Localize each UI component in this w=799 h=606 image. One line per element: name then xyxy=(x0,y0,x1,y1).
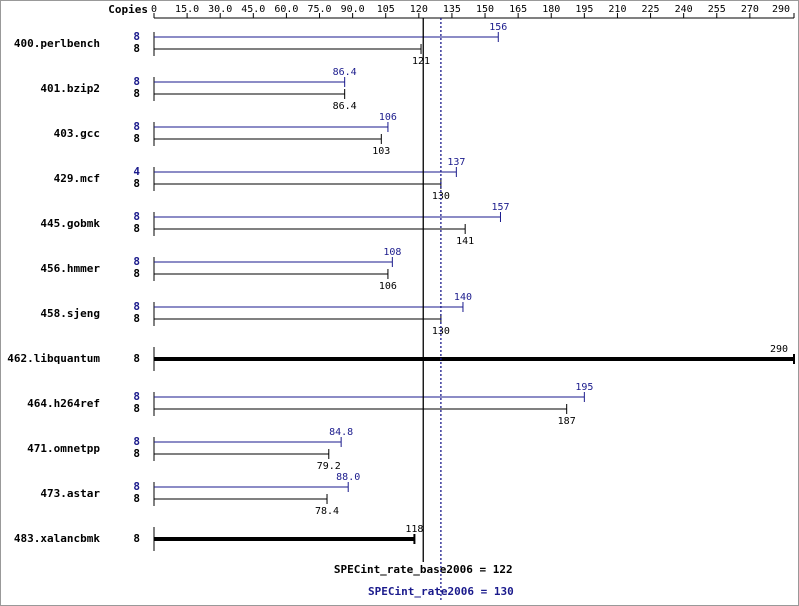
value-label: 86.4 xyxy=(333,67,357,78)
copies-label: 8 xyxy=(133,390,140,403)
copies-label: 8 xyxy=(133,312,140,325)
x-tick-label: 195 xyxy=(575,4,593,15)
value-label: 130 xyxy=(432,191,450,202)
category-label: 445.gobmk xyxy=(40,217,100,230)
value-label: 108 xyxy=(383,247,401,258)
copies-label: 8 xyxy=(133,210,140,223)
x-tick-label: 290 xyxy=(772,4,790,15)
x-tick-label: 120 xyxy=(410,4,428,15)
value-label: 106 xyxy=(379,112,397,123)
copies-label: 8 xyxy=(133,42,140,55)
reference-label: SPECint_rate2006 = 130 xyxy=(368,585,514,598)
x-tick-label: 45.0 xyxy=(241,4,265,15)
x-tick-label: 165 xyxy=(509,4,527,15)
value-label: 156 xyxy=(489,22,507,33)
copies-label: 8 xyxy=(133,492,140,505)
x-tick-label: 30.0 xyxy=(208,4,232,15)
x-tick-label: 0 xyxy=(151,4,157,15)
x-tick-label: 255 xyxy=(708,4,726,15)
copies-label: 8 xyxy=(133,132,140,145)
x-tick-label: 270 xyxy=(741,4,759,15)
value-label: 187 xyxy=(558,416,576,427)
value-label: 103 xyxy=(372,146,390,157)
value-label: 157 xyxy=(491,202,509,213)
value-label: 141 xyxy=(456,236,474,247)
x-tick-label: 75.0 xyxy=(307,4,331,15)
copies-label: 8 xyxy=(133,30,140,43)
copies-label: 8 xyxy=(133,435,140,448)
category-label: 400.perlbench xyxy=(14,37,100,50)
value-label: 79.2 xyxy=(317,461,341,472)
copies-label: 8 xyxy=(133,222,140,235)
x-tick-label: 135 xyxy=(443,4,461,15)
copies-label: 8 xyxy=(133,300,140,313)
copies-label: 8 xyxy=(133,447,140,460)
x-tick-label: 90.0 xyxy=(341,4,365,15)
value-label: 195 xyxy=(575,382,593,393)
x-tick-label: 60.0 xyxy=(274,4,298,15)
axis-label: Copies xyxy=(108,3,148,16)
copies-label: 8 xyxy=(133,75,140,88)
copies-label: 8 xyxy=(133,87,140,100)
value-label: 121 xyxy=(412,56,430,67)
category-label: 456.hmmer xyxy=(40,262,100,275)
category-label: 462.libquantum xyxy=(7,352,100,365)
category-label: 429.mcf xyxy=(54,172,100,185)
value-label: 137 xyxy=(447,157,465,168)
value-label: 86.4 xyxy=(333,101,357,112)
x-tick-label: 15.0 xyxy=(175,4,199,15)
category-label: 483.xalancbmk xyxy=(14,532,100,545)
copies-label: 8 xyxy=(133,480,140,493)
copies-label: 8 xyxy=(133,532,140,545)
copies-label: 8 xyxy=(133,402,140,415)
copies-label: 8 xyxy=(133,120,140,133)
x-tick-label: 180 xyxy=(542,4,560,15)
x-tick-label: 210 xyxy=(608,4,626,15)
x-tick-label: 240 xyxy=(675,4,693,15)
category-label: 464.h264ref xyxy=(27,397,100,410)
value-label: 84.8 xyxy=(329,427,353,438)
value-label: 290 xyxy=(770,344,788,355)
x-tick-label: 150 xyxy=(476,4,494,15)
copies-label: 4 xyxy=(133,165,140,178)
value-label: 106 xyxy=(379,281,397,292)
copies-label: 8 xyxy=(133,255,140,268)
copies-label: 8 xyxy=(133,267,140,280)
copies-label: 8 xyxy=(133,352,140,365)
reference-label: SPECint_rate_base2006 = 122 xyxy=(334,563,513,576)
value-label: 118 xyxy=(405,524,423,535)
value-label: 140 xyxy=(454,292,472,303)
value-label: 88.0 xyxy=(336,472,360,483)
x-tick-label: 225 xyxy=(642,4,660,15)
category-label: 401.bzip2 xyxy=(40,82,100,95)
category-label: 403.gcc xyxy=(54,127,100,140)
category-label: 458.sjeng xyxy=(40,307,100,320)
value-label: 78.4 xyxy=(315,506,339,517)
copies-label: 8 xyxy=(133,177,140,190)
x-tick-label: 105 xyxy=(377,4,395,15)
category-label: 471.omnetpp xyxy=(27,442,100,455)
category-label: 473.astar xyxy=(40,487,100,500)
